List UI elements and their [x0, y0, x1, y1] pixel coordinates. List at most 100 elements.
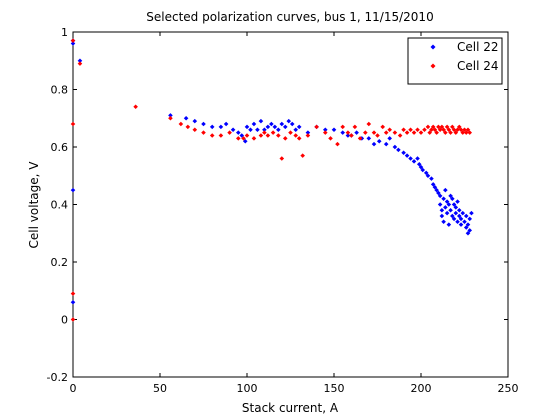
data-point [416, 161, 422, 167]
data-point [241, 136, 246, 141]
data-point [258, 118, 264, 124]
data-point [383, 141, 389, 147]
data-point [209, 124, 215, 130]
data-point [411, 159, 417, 164]
data-point [70, 317, 76, 322]
data-point [218, 133, 224, 138]
data-point [432, 184, 438, 190]
data-point [462, 127, 467, 133]
data-point [465, 222, 471, 227]
data-point [467, 216, 473, 222]
data-point [255, 127, 260, 133]
data-point [209, 133, 215, 138]
data-point [450, 124, 455, 130]
data-point [185, 124, 191, 130]
data-point [366, 136, 372, 141]
data-point [352, 124, 358, 130]
x-axis-label: Stack current, A [242, 401, 339, 415]
data-point [331, 127, 337, 133]
data-point [279, 156, 285, 161]
data-point [427, 130, 432, 135]
data-point [444, 199, 450, 204]
data-point [276, 127, 281, 133]
legend: Cell 22 Cell 24 [407, 37, 503, 85]
data-point [70, 38, 76, 43]
data-point [441, 127, 446, 133]
data-point [168, 113, 173, 118]
data-point [467, 228, 473, 233]
data-point [446, 222, 452, 227]
y-tick-label: 0.4 [51, 199, 69, 212]
data-point [453, 210, 459, 216]
data-point [376, 138, 382, 144]
data-point [446, 127, 452, 133]
data-point [463, 130, 469, 135]
data-point [242, 138, 248, 144]
data-point [418, 164, 424, 170]
data-point [455, 199, 460, 204]
data-point [270, 130, 276, 135]
data-point [335, 141, 340, 147]
data-point [441, 219, 446, 225]
x-axis-ticks: 0 50 100 150 200 250 [70, 32, 519, 395]
data-point [437, 193, 443, 199]
data-point [437, 202, 443, 207]
data-point [456, 213, 462, 219]
data-point [262, 130, 267, 135]
data-point [269, 121, 274, 127]
y-axis-ticks: -0.2 0 0.2 0.4 0.6 0.8 1 [47, 26, 508, 384]
data-point [430, 182, 436, 187]
data-point [218, 124, 224, 130]
x-tick-label: 100 [237, 382, 258, 395]
data-point [230, 127, 236, 133]
data-point [265, 133, 271, 138]
legend-label: Cell 22 [457, 40, 499, 54]
data-point [201, 121, 206, 127]
data-point [375, 133, 380, 138]
data-point [305, 130, 311, 135]
data-point [387, 136, 392, 141]
data-point [430, 124, 436, 130]
data-point [415, 156, 420, 161]
data-point [434, 130, 439, 135]
data-point [392, 130, 398, 135]
data-point [465, 230, 471, 236]
data-point [366, 121, 372, 127]
data-point [282, 136, 288, 141]
data-point [397, 133, 403, 138]
data-point [450, 196, 455, 202]
data-point [422, 127, 427, 133]
data-point [396, 147, 401, 153]
data-point [258, 133, 264, 138]
data-point [328, 136, 333, 141]
data-point [133, 104, 138, 110]
data-point [223, 121, 229, 127]
data-point [244, 133, 250, 138]
data-point [70, 299, 76, 305]
data-point [340, 130, 345, 135]
data-point [460, 210, 466, 216]
legend-marker [430, 63, 436, 69]
data-point [423, 170, 429, 176]
data-point [425, 173, 431, 179]
y-tick-label: 0.2 [51, 256, 69, 269]
data-point [392, 144, 398, 150]
data-point [446, 202, 452, 207]
data-point [314, 124, 319, 130]
data-point [323, 130, 328, 135]
data-point [429, 176, 434, 181]
data-point [411, 130, 417, 135]
data-point [455, 219, 460, 225]
data-point [444, 124, 450, 130]
data-point [451, 202, 457, 207]
data-point [456, 124, 462, 130]
data-point [340, 124, 345, 130]
data-point [70, 187, 76, 193]
data-point [436, 190, 441, 196]
data-point [469, 210, 474, 216]
data-point [183, 115, 189, 121]
data-point [201, 130, 206, 135]
chart-title: Selected polarization curves, bus 1, 11/… [146, 10, 433, 24]
data-point [251, 136, 257, 141]
